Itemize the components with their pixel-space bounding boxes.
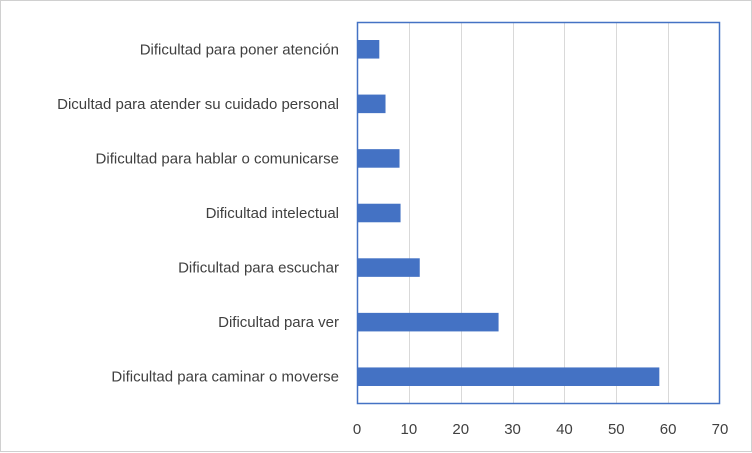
- category-label-1: Dificultad para poner atención: [140, 41, 339, 58]
- x-tick-labels: 0 10 20 30 40 50 60 70: [353, 421, 729, 438]
- x-tick-label-60: 60: [660, 421, 677, 438]
- category-labels: Dificultad para poner atención Dicultad p…: [57, 41, 339, 385]
- plot-area-border: [356, 21, 721, 405]
- x-tick-label-0: 0: [353, 421, 361, 438]
- bar-5: [357, 258, 420, 277]
- grid-lines: [409, 22, 669, 404]
- bar-7: [357, 367, 660, 386]
- x-tick-label-10: 10: [401, 421, 418, 438]
- bars: [357, 40, 660, 386]
- bar-2: [357, 94, 386, 114]
- bar-6: [357, 312, 499, 332]
- bar-4: [357, 203, 401, 223]
- x-tick-label-30: 30: [504, 421, 521, 438]
- x-tick-label-50: 50: [608, 421, 625, 438]
- bar-1: [357, 40, 380, 59]
- x-tick-label-20: 20: [452, 421, 469, 438]
- category-label-5: Dificultad para escuchar: [178, 260, 339, 277]
- bar-3: [357, 149, 400, 168]
- category-label-7: Dificultad para caminar o moverse: [111, 369, 339, 386]
- category-label-3: Dificultad para hablar o comunicarse: [96, 150, 339, 167]
- category-label-4: Dificultad intelectual: [206, 205, 339, 222]
- x-tick-label-70: 70: [712, 421, 729, 438]
- category-label-6: Dificultad para ver: [218, 314, 339, 331]
- x-tick-label-40: 40: [556, 421, 573, 438]
- category-label-2: Dicultad para atender su cuidado persona…: [57, 96, 339, 113]
